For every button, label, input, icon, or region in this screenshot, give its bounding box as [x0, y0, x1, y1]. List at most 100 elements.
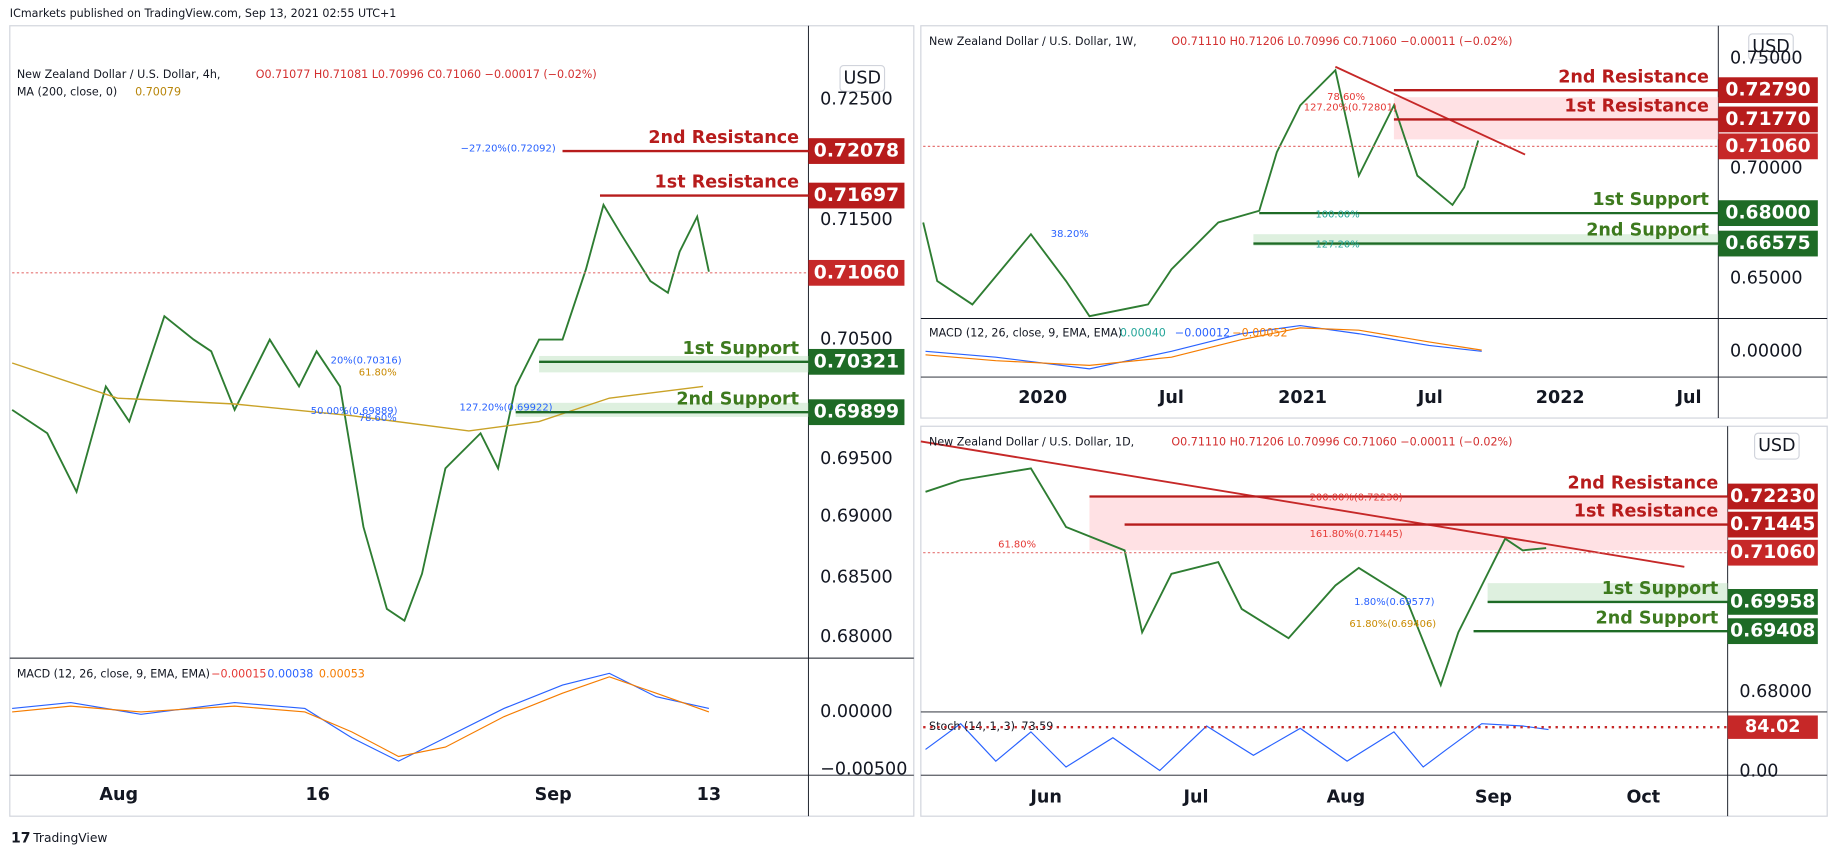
indicator-title: Stoch (14, 1, 3) — [929, 720, 1015, 733]
panels: New Zealand Dollar / U.S. Dollar, 4h, O0.… — [9, 25, 1828, 817]
price-tick-label: 0.75000 — [1730, 49, 1803, 69]
price-tick-label: 0.72500 — [820, 90, 893, 110]
indicator-value: −0.00012 — [1175, 327, 1230, 340]
level-price-box — [808, 348, 905, 375]
current-price: 0.71060 — [1730, 542, 1815, 563]
fib-label: 127.20% — [1315, 240, 1359, 251]
time-tick-label: 16 — [306, 785, 330, 805]
level-name: 2nd Support — [1586, 221, 1709, 241]
price-tick-label: 0.68000 — [820, 627, 893, 647]
level-price-box — [1718, 106, 1818, 133]
level-price-box — [1727, 589, 1818, 615]
publisher-line: ICmarkets published on TradingView.com, … — [10, 7, 397, 20]
fib-label: 61.80%(0.69406) — [1349, 619, 1436, 630]
price-tick-label: 0.68500 — [820, 567, 893, 587]
level-price-box — [1718, 77, 1818, 104]
current-price: 0.71060 — [814, 262, 899, 283]
level-name: 2nd Support — [676, 389, 799, 409]
price-path — [11, 202, 710, 623]
oscillator-line — [925, 722, 1549, 772]
fib-label: 161.80%(0.71445) — [1310, 529, 1403, 540]
level-price: 0.71770 — [1725, 109, 1810, 130]
fib-label: 1.80%(0.69577) — [1354, 597, 1435, 608]
current-price: 0.71060 — [1725, 136, 1810, 157]
marker-value: 84.02 — [1745, 717, 1801, 737]
fib-label: 78.60% — [1327, 92, 1365, 103]
symbol-title: New Zealand Dollar / U.S. Dollar, 4h, — [17, 68, 221, 81]
panel-frame — [920, 425, 1828, 817]
brand: TradingView — [32, 831, 107, 845]
time-tick-label: Jul — [1158, 388, 1184, 408]
ohlc-values: O0.71110 H0.71206 L0.70996 C0.71060 −0.0… — [1171, 436, 1512, 449]
time-tick-label: Jul — [1675, 388, 1701, 408]
indicator-tick-label: 0.00000 — [1730, 341, 1803, 361]
logo-mark: 17 — [11, 830, 31, 846]
current-price-box — [1718, 133, 1818, 160]
footer-logo: 17 TradingView — [11, 830, 107, 846]
level-price-box — [1727, 483, 1818, 510]
level-name: 1st Support — [1592, 190, 1709, 210]
current-price-box — [808, 259, 905, 286]
time-tick-label: Sep — [535, 785, 572, 805]
indicator-value: 0.00038 — [267, 667, 313, 680]
level-price-box — [808, 182, 905, 209]
currency-box — [1748, 33, 1794, 61]
current-price-box — [1727, 539, 1818, 566]
overlay-title: MA (200, close, 0) — [17, 86, 117, 99]
ohlc-values: O0.71077 H0.71081 L0.70996 C0.71060 −0.0… — [256, 68, 597, 81]
time-tick-label: Jul — [1417, 388, 1443, 408]
price-tick-label: 0.65000 — [1730, 269, 1803, 289]
level-zone — [1487, 583, 1728, 602]
time-tick-label: Aug — [99, 785, 138, 805]
fib-label: 78.60% — [359, 413, 397, 424]
panel-frame — [9, 25, 915, 817]
level-name: 2nd Support — [1596, 608, 1719, 628]
level-name: 2nd Resistance — [648, 128, 799, 148]
price-tick-label: 0.69000 — [820, 506, 893, 526]
time-tick-label: 2022 — [1536, 388, 1585, 408]
fib-label: 20%(0.70316) — [331, 356, 402, 367]
marker-box — [1727, 715, 1818, 739]
price-tick-label: 0.69500 — [820, 449, 893, 469]
oscillator-line — [12, 676, 710, 758]
indicator-tick-label: 0.00 — [1739, 762, 1778, 782]
fib-label: 50.00%(0.69889) — [311, 406, 398, 417]
time-tick-label: Oct — [1626, 787, 1660, 807]
moving-average — [11, 362, 704, 432]
price-tick-label: 0.68000 — [1739, 682, 1812, 702]
level-price: 0.72790 — [1725, 80, 1810, 101]
level-price: 0.70321 — [814, 351, 899, 372]
currency: USD — [1758, 436, 1796, 456]
level-price: 0.72230 — [1730, 486, 1815, 507]
level-price: 0.66575 — [1725, 233, 1810, 254]
fib-label: 61.80% — [359, 367, 397, 378]
fib-label: −27.20%(0.72092) — [461, 144, 556, 155]
time-tick-label: Aug — [1327, 787, 1366, 807]
level-price: 0.68000 — [1725, 203, 1810, 224]
currency-box — [839, 64, 886, 92]
panel-frame — [920, 25, 1828, 419]
chart-panel: New Zealand Dollar / U.S. Dollar, 4h, O0.… — [9, 25, 915, 817]
level-zone — [1253, 234, 1719, 246]
fib-label: 200.00%(0.72230) — [1310, 493, 1403, 504]
indicator-value: 0.00053 — [319, 667, 365, 680]
currency: USD — [844, 68, 882, 88]
time-tick-label: 2021 — [1278, 388, 1327, 408]
fib-label: 127.20%(0.69922) — [459, 403, 552, 414]
fib-label: 38.20% — [1051, 229, 1089, 240]
time-tick-label: Jun — [1029, 787, 1062, 807]
time-tick-label: 13 — [697, 785, 721, 805]
level-price-box — [808, 399, 905, 426]
trend-line — [920, 440, 1685, 568]
price-path — [922, 68, 1480, 318]
indicator-title: MACD (12, 26, close, 9, EMA, EMA) — [17, 667, 210, 680]
overlay-value: 0.70079 — [135, 86, 181, 99]
indicator-value: −0.00015 — [211, 667, 266, 680]
ohlc-values: O0.71110 H0.71206 L0.70996 C0.71060 −0.0… — [1171, 35, 1512, 48]
level-price-box — [808, 138, 905, 164]
level-price: 0.69408 — [1730, 621, 1815, 642]
trend-line — [1334, 65, 1526, 156]
chart-panel: New Zealand Dollar / U.S. Dollar, 1W, O0.… — [920, 25, 1828, 419]
oscillator-line — [925, 324, 1482, 370]
